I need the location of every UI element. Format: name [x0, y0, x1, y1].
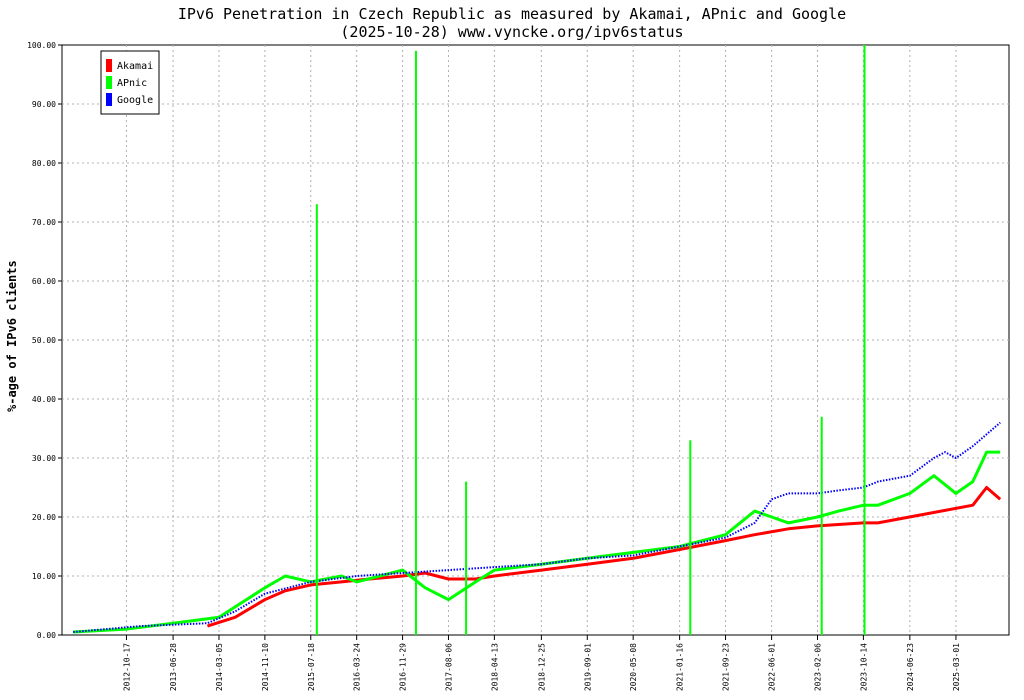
series-line-google: [73, 421, 1001, 633]
x-tick-label: 2025-03-01: [952, 643, 961, 691]
x-tick-label: 2020-05-08: [629, 643, 638, 691]
x-tick-label: 2023-02-06: [814, 643, 823, 691]
y-tick-label: 70.00: [32, 218, 56, 227]
x-tick-label: 2012-10-17: [122, 643, 131, 691]
x-tick-label: 2017-08-06: [444, 643, 453, 691]
y-tick-label: 60.00: [32, 277, 56, 286]
series-line-akamai: [206, 486, 1002, 628]
x-tick-label: 2016-11-29: [399, 643, 408, 691]
chart-title: IPv6 Penetration in Czech Republic as me…: [177, 5, 847, 23]
x-tick-label: 2018-04-13: [490, 643, 499, 691]
x-tick-label: 2023-10-14: [859, 643, 868, 691]
series-line-apnic: [73, 450, 1001, 634]
legend-label-apnic: APnic: [117, 78, 147, 89]
y-tick-label: 80.00: [32, 159, 56, 168]
y-tick-label: 10.00: [32, 572, 56, 581]
x-tick-label: 2019-09-01: [583, 643, 592, 691]
x-tick-label: 2015-07-18: [307, 643, 316, 691]
legend-swatch-apnic: [106, 76, 112, 89]
chart-subtitle: (2025-10-28) www.vyncke.org/ipv6status: [340, 23, 684, 41]
plot-frame: [61, 44, 1010, 636]
x-tick-label: 2021-09-23: [722, 643, 731, 691]
x-tick-label: 2018-12-25: [537, 643, 546, 691]
x-tick-label: 2014-11-10: [261, 643, 270, 691]
legend-swatch-google: [106, 93, 112, 106]
y-tick-label: 30.00: [32, 454, 56, 463]
y-tick-label: 100.00: [27, 41, 56, 50]
x-tick-label: 2022-06-01: [768, 643, 777, 691]
legend-label-google: Google: [117, 95, 153, 106]
x-tick-label: 2024-06-23: [906, 643, 915, 691]
x-tick-label: 2014-03-05: [215, 643, 224, 691]
x-tick-label: 2021-01-16: [676, 643, 685, 691]
y-tick-label: 0.00: [37, 631, 56, 640]
y-tick-label: 50.00: [32, 336, 56, 345]
legend-label-akamai: Akamai: [117, 61, 153, 72]
legend-swatch-akamai: [106, 59, 112, 72]
y-tick-label: 40.00: [32, 395, 56, 404]
x-tick-label: 2013-06-28: [169, 643, 178, 691]
y-tick-label: 20.00: [32, 513, 56, 522]
y-tick-label: 90.00: [32, 100, 56, 109]
x-tick-label: 2016-03-24: [353, 643, 362, 691]
